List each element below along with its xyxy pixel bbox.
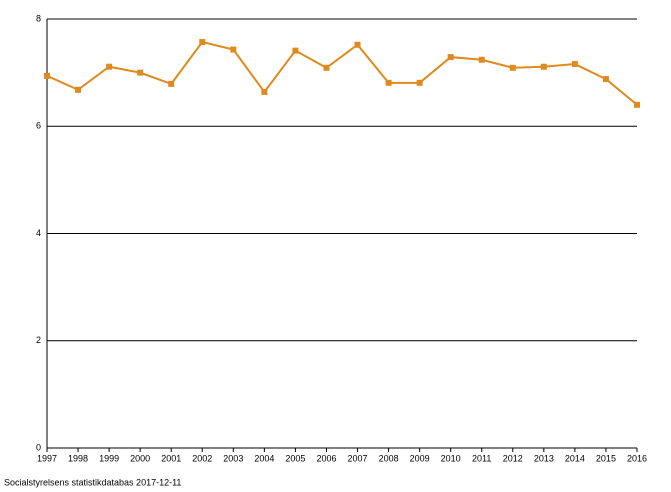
x-tick-label: 2007 xyxy=(348,453,368,463)
x-tick-label: 2006 xyxy=(316,453,336,463)
x-tick-label: 1997 xyxy=(37,453,57,463)
data-point xyxy=(385,79,392,86)
x-tick-label: 1998 xyxy=(68,453,88,463)
data-point xyxy=(230,46,237,53)
x-tick-label: 2002 xyxy=(192,453,212,463)
x-tick-label: 1999 xyxy=(99,453,119,463)
x-tick-label: 2004 xyxy=(254,453,274,463)
x-tick-label: 2012 xyxy=(503,453,523,463)
x-tick-label: 2016 xyxy=(627,453,647,463)
data-point xyxy=(75,86,82,93)
x-tick-label: 2015 xyxy=(596,453,616,463)
data-point xyxy=(447,54,454,61)
data-point xyxy=(292,47,299,54)
x-tick-label: 2013 xyxy=(534,453,554,463)
data-point xyxy=(478,56,485,63)
y-tick-label: 8 xyxy=(36,13,41,23)
data-point xyxy=(323,64,330,71)
data-point xyxy=(44,72,50,79)
y-tick-label: 2 xyxy=(36,335,41,345)
data-point xyxy=(137,69,144,76)
x-tick-label: 2011 xyxy=(472,453,491,463)
x-tick-label: 2003 xyxy=(223,453,243,463)
data-point xyxy=(199,39,206,46)
data-point xyxy=(168,80,175,87)
data-point xyxy=(261,88,268,95)
x-tick-label: 2000 xyxy=(130,453,150,463)
y-tick-label: 4 xyxy=(36,228,41,238)
data-point xyxy=(354,41,361,48)
y-tick-label: 0 xyxy=(36,442,41,452)
data-point xyxy=(540,63,547,70)
data-point xyxy=(509,64,516,71)
source-note: Socialstyrelsens statistikdatabas 2017-1… xyxy=(4,477,181,487)
data-point xyxy=(602,76,609,83)
x-tick-label: 2008 xyxy=(379,453,399,463)
x-tick-label: 2001 xyxy=(161,453,181,463)
data-point xyxy=(571,61,578,68)
data-point xyxy=(634,101,640,108)
x-tick-label: 2009 xyxy=(410,453,430,463)
y-tick-label: 6 xyxy=(36,121,41,131)
x-tick-label: 2010 xyxy=(441,453,461,463)
data-line xyxy=(46,40,638,106)
x-tick-label: 2014 xyxy=(565,453,585,463)
data-point xyxy=(416,79,423,86)
x-tick-label: 2005 xyxy=(285,453,305,463)
data-point xyxy=(106,63,113,70)
